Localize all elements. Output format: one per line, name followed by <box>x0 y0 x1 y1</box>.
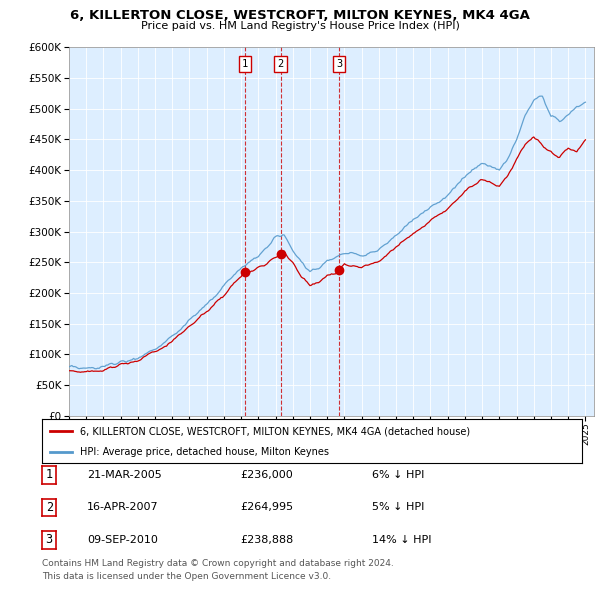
Text: 14% ↓ HPI: 14% ↓ HPI <box>372 535 431 545</box>
Text: 09-SEP-2010: 09-SEP-2010 <box>87 535 158 545</box>
Text: 2: 2 <box>277 59 284 69</box>
Text: 2: 2 <box>46 501 53 514</box>
Text: £264,995: £264,995 <box>240 503 293 512</box>
Text: Contains HM Land Registry data © Crown copyright and database right 2024.: Contains HM Land Registry data © Crown c… <box>42 559 394 568</box>
Text: 6% ↓ HPI: 6% ↓ HPI <box>372 470 424 480</box>
Text: 1: 1 <box>46 468 53 481</box>
Text: 16-APR-2007: 16-APR-2007 <box>87 503 158 512</box>
Text: 3: 3 <box>336 59 342 69</box>
Text: 6, KILLERTON CLOSE, WESTCROFT, MILTON KEYNES, MK4 4GA (detached house): 6, KILLERTON CLOSE, WESTCROFT, MILTON KE… <box>80 427 470 436</box>
Text: £236,000: £236,000 <box>240 470 293 480</box>
Text: Price paid vs. HM Land Registry's House Price Index (HPI): Price paid vs. HM Land Registry's House … <box>140 21 460 31</box>
Text: 21-MAR-2005: 21-MAR-2005 <box>87 470 162 480</box>
Text: This data is licensed under the Open Government Licence v3.0.: This data is licensed under the Open Gov… <box>42 572 331 581</box>
Text: 1: 1 <box>242 59 248 69</box>
Text: HPI: Average price, detached house, Milton Keynes: HPI: Average price, detached house, Milt… <box>80 447 329 457</box>
Text: £238,888: £238,888 <box>240 535 293 545</box>
Text: 5% ↓ HPI: 5% ↓ HPI <box>372 503 424 512</box>
Text: 3: 3 <box>46 533 53 546</box>
Text: 6, KILLERTON CLOSE, WESTCROFT, MILTON KEYNES, MK4 4GA: 6, KILLERTON CLOSE, WESTCROFT, MILTON KE… <box>70 9 530 22</box>
